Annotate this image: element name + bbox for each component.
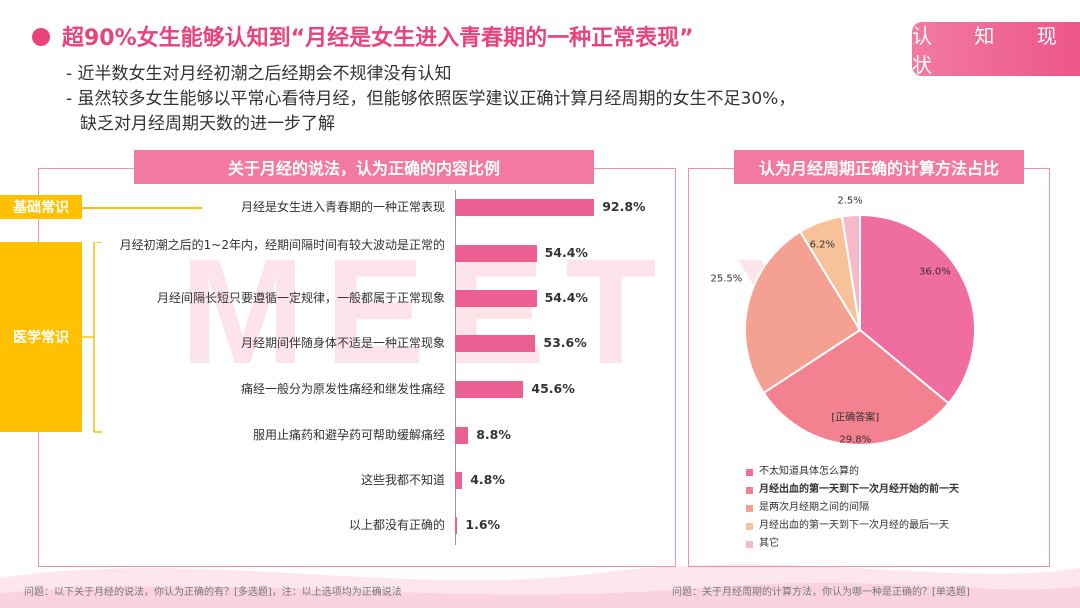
bar-label: 月经初潮之后的1~2年内，经期间隔时间有较大波动是正常的	[119, 238, 445, 252]
bar-value-label: 8.8%	[476, 427, 511, 442]
bar	[455, 517, 458, 534]
left-footnote: 问题：以下关于月经的说法，你认为正确的有？[多选题]，注：以上选项均为正确说法	[24, 587, 402, 598]
legend-swatch	[746, 468, 753, 476]
bar-chart-panel	[38, 168, 676, 567]
page-title: 超90%女生能够认知到“月经是女生进入青春期的一种正常表现”	[62, 26, 694, 51]
bar-value-label: 45.6%	[531, 381, 575, 396]
bar	[455, 335, 536, 352]
bar-value-label: 92.8%	[602, 199, 646, 214]
bar-value-label: 4.8%	[470, 472, 505, 487]
category-basic: 基础常识	[0, 195, 82, 219]
legend-label: 是两次月经期之间的间隔	[759, 502, 869, 513]
bullet-1: - 近半数女生对月经初潮之后经期会不规律没有认知	[66, 64, 452, 84]
bar	[455, 472, 463, 489]
bar-value-label: 53.6%	[543, 335, 587, 350]
medical-brace	[82, 242, 102, 433]
bar-value-label: 54.4%	[544, 290, 588, 305]
pie-chart: 36.0% 29.8% 25.5% 6.2% 2.5% [正确答案]	[711, 195, 976, 446]
bar	[455, 290, 537, 307]
bar-label: 服用止痛药和避孕药可帮助缓解痛经	[252, 428, 445, 442]
bar	[455, 199, 595, 216]
bar-value-label: 54.4%	[544, 245, 588, 260]
bar-label: 以上都没有正确的	[348, 518, 445, 532]
basic-connector	[82, 207, 202, 209]
bar-label: 这些我都不知道	[360, 473, 445, 487]
pie-slice	[762, 328, 951, 446]
legend-swatch	[746, 504, 753, 512]
legend-swatch	[746, 486, 753, 494]
bar-chart-heading: 关于月经的说法，认为正确的内容比例	[134, 150, 594, 184]
pie-slice	[744, 230, 862, 395]
bar	[455, 381, 524, 398]
bullet-3: 缺乏对月经周期天数的进一步了解	[80, 114, 335, 134]
legend-swatch	[746, 540, 753, 548]
legend-label: 月经出血的第一天到下一次月经的最后一天	[759, 520, 949, 531]
bar-value-label: 1.6%	[465, 517, 501, 532]
category-medical: 医学常识	[0, 242, 82, 432]
pie-chart-heading: 认为月经周期正确的计算方法占比	[734, 150, 1024, 184]
bar-label: 月经是女生进入青春期的一种正常表现	[240, 200, 445, 214]
pie-legend: 不太知道具体怎么算的月经出血的第一天到下一次月经开始的前一天 是两次月经期之间的间…	[746, 463, 959, 553]
bar-label: 月经期间伴随身体不适是一种正常现象	[240, 336, 445, 350]
legend-item: 其它	[746, 535, 959, 553]
legend-item: 月经出血的第一天到下一次月经开始的前一天	[746, 481, 959, 499]
legend-item: 不太知道具体怎么算的	[746, 463, 959, 481]
bar	[455, 427, 469, 444]
pie-value-label: 2.5%	[837, 195, 862, 206]
legend-label: 其它	[759, 538, 779, 549]
legend-label: 不太知道具体怎么算的	[759, 466, 859, 477]
pie-value-label: 6.2%	[810, 240, 835, 251]
pie-value-label: 29.8%	[839, 435, 871, 446]
pie-value-label: 25.5%	[711, 274, 743, 285]
bar-label: 月经间隔长短只要遵循一定规律，一般都属于正常现象	[156, 291, 445, 305]
legend-swatch	[746, 522, 753, 530]
background-wave	[0, 564, 1080, 608]
bar-label: 痛经一般分为原发性痛经和继发性痛经	[240, 382, 445, 396]
right-footnote: 问题：关于月经周期的计算方法，你认为哪一种是正确的？[单选题]	[672, 587, 970, 598]
correct-answer-tag: [正确答案]	[831, 411, 879, 424]
summary-bullets: - 近半数女生对月经初潮之后经期会不规律没有认知 - 虽然较多女生能够以平常心看…	[66, 62, 795, 137]
pie-value-label: 36.0%	[919, 267, 951, 278]
legend-item: 是两次月经期之间的间隔	[746, 499, 959, 517]
pie-slice	[859, 213, 976, 405]
legend-label: 月经出血的第一天到下一次月经开始的前一天	[759, 484, 959, 495]
section-tag: 认 知 现 状	[912, 22, 1080, 77]
bar	[455, 245, 537, 262]
title-dot-icon	[32, 28, 50, 46]
bar-axis	[455, 190, 456, 545]
legend-item: 月经出血的第一天到下一次月经的最后一天	[746, 517, 959, 535]
bullet-2: - 虽然较多女生能够以平常心看待月经，但能够依照医学建议正确计算月经周期的女生不…	[66, 89, 796, 109]
pie-slice	[840, 213, 861, 331]
